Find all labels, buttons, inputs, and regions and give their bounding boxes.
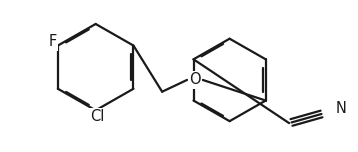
Text: N: N — [335, 101, 346, 116]
Text: F: F — [48, 34, 57, 49]
Text: Cl: Cl — [90, 109, 105, 124]
Text: O: O — [189, 72, 201, 87]
